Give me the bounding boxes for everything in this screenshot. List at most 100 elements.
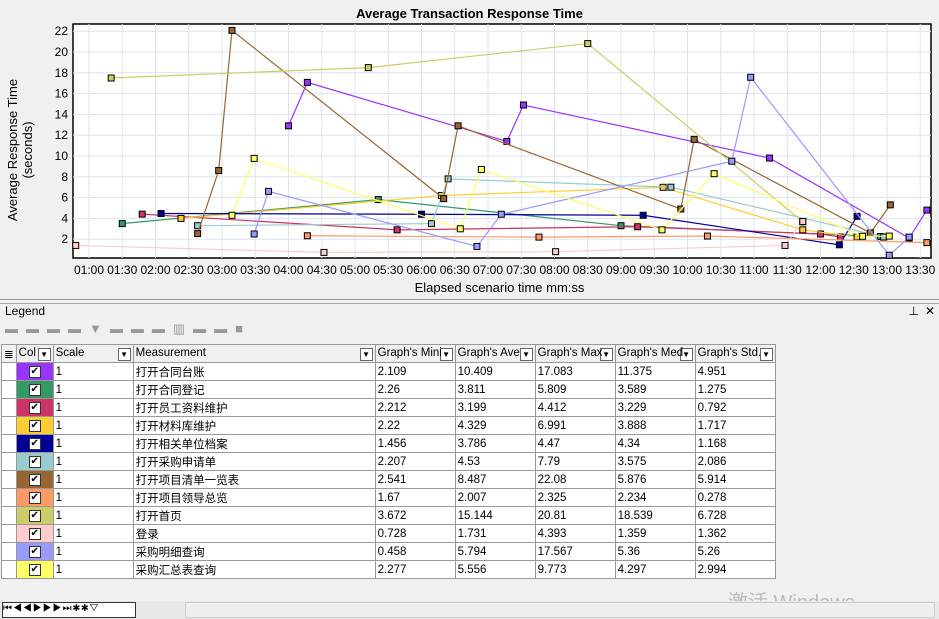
toolbar-icon[interactable]: ▬ — [47, 321, 60, 336]
color-cell[interactable]: ✔ — [15, 416, 54, 435]
visible-checkbox[interactable]: ✔ — [28, 510, 41, 522]
visible-checkbox[interactable]: ✔ — [28, 420, 41, 432]
data-point — [454, 122, 462, 130]
row-selector[interactable] — [1, 380, 17, 399]
column-header[interactable]: ▼ Measurement — [132, 344, 376, 363]
row-selector[interactable] — [1, 434, 17, 453]
row-selector[interactable] — [1, 416, 17, 435]
row-selector[interactable] — [1, 542, 17, 561]
toolbar-icon[interactable]: ▬ — [151, 321, 165, 336]
x-tick-label: 11:30 — [773, 263, 802, 277]
color-cell[interactable]: ✔ — [15, 398, 54, 417]
toolbar-icon[interactable]: ▬ — [130, 321, 144, 336]
columns-icon[interactable]: ▥ — [172, 321, 186, 336]
table-row[interactable]: ✔ 1 打开首页 3.672 15.144 20.81 18.539 6.728 — [1, 506, 776, 525]
row-selector[interactable] — [1, 506, 17, 525]
visible-checkbox[interactable]: ✔ — [28, 438, 41, 450]
row-selector[interactable] — [1, 470, 17, 489]
visible-checkbox[interactable]: ✔ — [28, 492, 41, 504]
cell-scale: 1 — [52, 416, 134, 435]
visible-checkbox[interactable]: ✔ — [28, 384, 41, 396]
table-row[interactable]: ✔ 1 采购汇总表查询 2.277 5.556 9.773 4.297 2.994 — [1, 560, 776, 579]
table-row[interactable]: ✔ 1 打开项目领导总览 1.67 2.007 2.325 2.234 0.278 — [1, 488, 776, 507]
visible-checkbox[interactable]: ✔ — [28, 564, 41, 576]
dropdown-icon[interactable]: ▼ — [117, 347, 131, 361]
table-row[interactable]: ✔ 1 打开材料库维护 2.22 4.329 6.991 3.888 1.717 — [1, 416, 776, 435]
row-selector[interactable] — [1, 452, 17, 471]
dropdown-icon[interactable]: ▼ — [519, 347, 533, 361]
color-cell[interactable]: ✔ — [15, 452, 54, 471]
table-row[interactable]: ✔ 1 打开项目清单一览表 2.541 8.487 22.08 5.876 5.914 — [1, 470, 776, 489]
color-cell[interactable]: ✔ — [15, 560, 54, 579]
dropdown-icon[interactable]: ▼ — [599, 347, 613, 361]
cell-med: 3.575 — [614, 452, 696, 471]
record-navigator[interactable]: ⏮◀◀▶▶▶⏭✱✱▽ — [2, 602, 136, 618]
color-cell[interactable]: ✔ — [15, 524, 54, 543]
color-cell[interactable]: ✔ — [15, 470, 54, 489]
table-row[interactable]: ✔ 1 采购明细查询 0.458 5.794 17.567 5.36 5.26 — [1, 542, 776, 561]
column-header[interactable]: ▼ Graph's Std. — [694, 344, 776, 363]
row-selector[interactable] — [1, 398, 17, 417]
color-cell[interactable]: ✔ — [15, 488, 54, 507]
row-selector[interactable] — [1, 524, 17, 543]
series-line — [111, 42, 804, 223]
cell-min: 2.109 — [374, 362, 456, 381]
visible-checkbox[interactable]: ✔ — [28, 402, 41, 414]
table-row[interactable]: ✔ 1 打开合同登记 2.26 3.811 5.809 3.589 1.275 — [1, 380, 776, 399]
visible-checkbox[interactable]: ✔ — [28, 456, 41, 468]
close-icon[interactable]: ✕ — [924, 304, 935, 318]
dropdown-icon[interactable]: ▼ — [759, 347, 773, 361]
row-selector[interactable] — [1, 560, 17, 579]
toolbar-icon[interactable]: ▬ — [5, 321, 18, 336]
toolbar-icon[interactable]: ▬ — [193, 321, 207, 336]
dropdown-icon[interactable]: ▼ — [439, 347, 453, 361]
table-row[interactable]: ✔ 1 打开相关单位档案 1.456 3.786 4.47 4.34 1.168 — [1, 434, 776, 453]
data-point — [250, 230, 258, 238]
visible-checkbox[interactable]: ✔ — [28, 474, 41, 486]
table-row[interactable]: ✔ 1 打开采购申请单 2.207 4.53 7.79 3.575 2.086 — [1, 452, 776, 471]
row-selector[interactable] — [1, 488, 17, 507]
data-point — [617, 222, 625, 230]
visible-checkbox[interactable]: ✔ — [28, 528, 41, 540]
color-cell[interactable]: ✔ — [15, 542, 54, 561]
color-cell[interactable]: ✔ — [15, 434, 54, 453]
toolbar-icon[interactable]: ▬ — [214, 321, 228, 336]
dropdown-icon[interactable]: ▼ — [37, 347, 51, 361]
visible-checkbox[interactable]: ✔ — [28, 366, 41, 378]
column-header[interactable]: ▼ Graph's Ave — [454, 344, 536, 363]
column-header[interactable]: ▼ Col — [15, 344, 54, 363]
table-row[interactable]: ✔ 1 打开合同台账 2.109 10.409 17.083 11.375 4.951 — [1, 362, 776, 381]
pin-icon[interactable]: ⊥ — [908, 304, 919, 318]
table-row[interactable]: ✔ 1 登录 0.728 1.731 4.393 1.359 1.362 — [1, 524, 776, 543]
x-tick-label: 02:30 — [174, 263, 204, 277]
table-row[interactable]: ✔ 1 打开员工资料维护 2.212 3.199 4.412 3.229 0.792 — [1, 398, 776, 417]
row-selector[interactable] — [1, 362, 17, 381]
dropdown-icon[interactable]: ▼ — [679, 347, 693, 361]
toolbar-icon[interactable]: ■ — [235, 321, 244, 336]
x-tick-label: 02:00 — [140, 263, 170, 277]
cell-std: 2.994 — [694, 560, 776, 579]
color-cell[interactable]: ✔ — [15, 380, 54, 399]
data-point — [923, 206, 931, 214]
column-header[interactable]: ▼ Graph's Mini — [374, 344, 456, 363]
column-header[interactable]: ▼ Graph's Max — [534, 344, 616, 363]
visible-checkbox[interactable]: ✔ — [28, 546, 41, 558]
toolbar-icon[interactable]: ▬ — [109, 321, 123, 336]
row-selector-header[interactable]: ≣ — [1, 344, 17, 363]
toolbar-icon[interactable]: ▬ — [68, 321, 81, 336]
color-cell[interactable]: ✔ — [15, 506, 54, 525]
filter-icon[interactable]: ▼ — [89, 321, 102, 336]
toolbar-icon[interactable]: ▬ — [26, 321, 39, 336]
data-point — [177, 214, 185, 222]
data-point — [427, 220, 435, 228]
horizontal-scrollbar[interactable] — [185, 602, 935, 618]
cell-std: 1.362 — [694, 524, 776, 543]
dropdown-icon[interactable]: ▼ — [359, 347, 373, 361]
cell-min: 1.67 — [374, 488, 456, 507]
cell-std: 4.951 — [694, 362, 776, 381]
y-tick-label: 6 — [61, 191, 68, 205]
color-cell[interactable]: ✔ — [15, 362, 54, 381]
cell-name: 打开项目领导总览 — [132, 488, 376, 507]
column-header[interactable]: ▼ Scale — [52, 344, 134, 363]
column-header[interactable]: ▼ Graph's Med — [614, 344, 696, 363]
